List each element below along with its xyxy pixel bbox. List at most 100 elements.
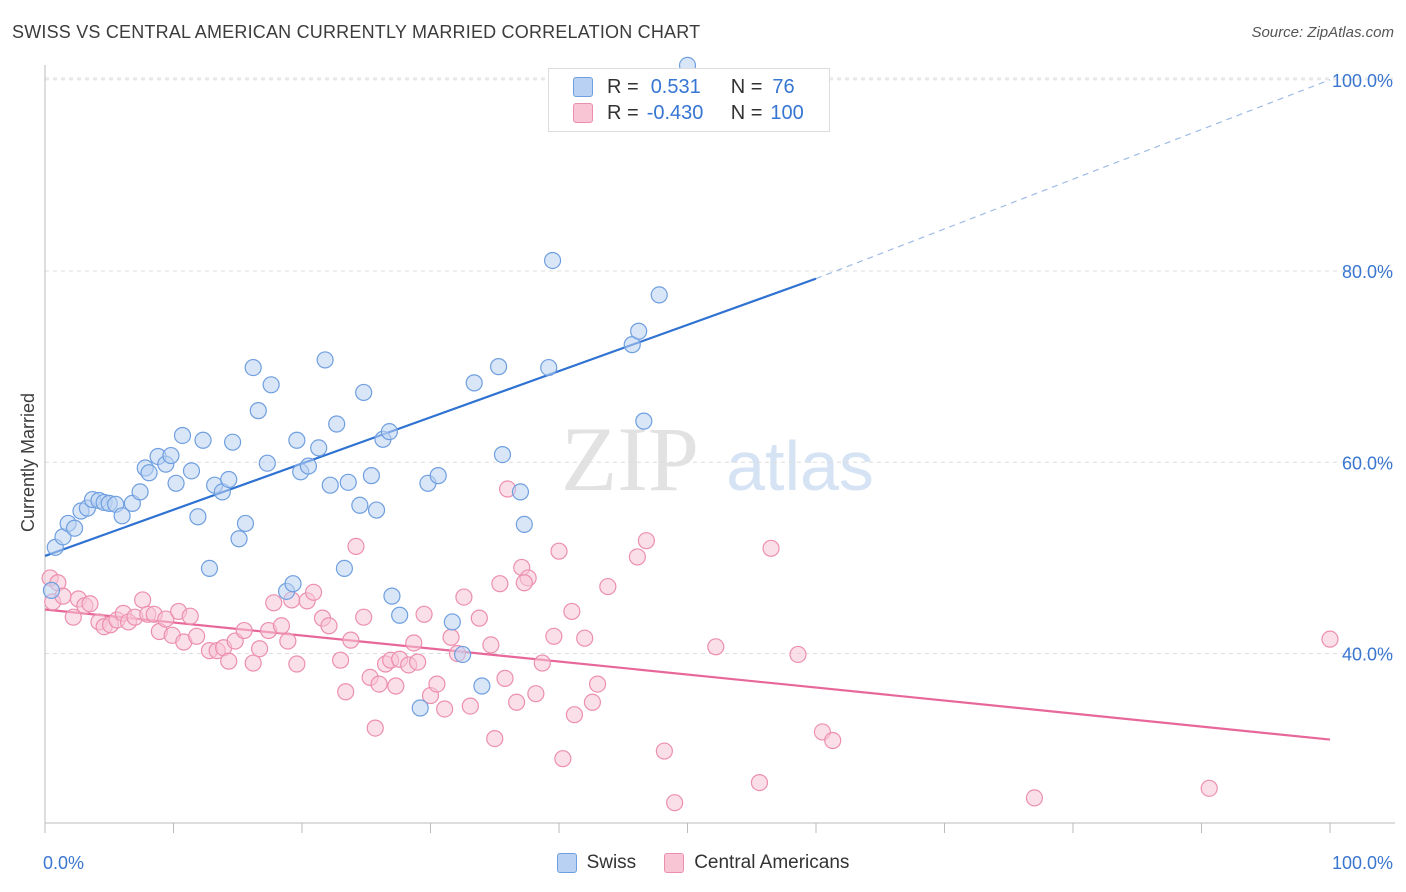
swiss-point bbox=[65, 519, 84, 537]
central-americans-point bbox=[666, 794, 684, 812]
swiss-point bbox=[194, 431, 212, 449]
central-americans-point bbox=[415, 605, 433, 623]
x-tick-label: 100.0% bbox=[1332, 853, 1393, 873]
central-americans-point bbox=[436, 700, 454, 718]
swiss-point bbox=[383, 587, 401, 605]
swiss-point bbox=[42, 581, 61, 599]
ca-legend-swatch bbox=[664, 853, 685, 873]
y-axis-label: Currently Married bbox=[18, 392, 38, 532]
x-tick-label: 0.0% bbox=[43, 853, 84, 873]
swiss-point bbox=[351, 496, 369, 514]
swiss-point bbox=[339, 473, 357, 491]
stats-row-central-americans: R = -0.430 N = 100 bbox=[573, 100, 804, 126]
swiss-point bbox=[131, 483, 149, 501]
y-tick-label: 100.0% bbox=[1332, 71, 1393, 91]
swiss-point bbox=[465, 374, 483, 392]
swiss-point bbox=[362, 467, 380, 485]
central-americans-point bbox=[515, 574, 533, 592]
watermark: ZIP atlas bbox=[561, 408, 874, 510]
central-americans-point bbox=[527, 685, 545, 703]
swiss-point bbox=[182, 462, 201, 480]
central-americans-point bbox=[181, 607, 199, 625]
central-americans-point bbox=[304, 583, 323, 601]
central-americans-point bbox=[442, 628, 460, 646]
swiss-point bbox=[230, 530, 248, 548]
central-americans-point bbox=[244, 654, 262, 672]
swiss-legend-swatch bbox=[556, 853, 577, 873]
central-americans-point bbox=[409, 653, 427, 671]
swiss-point bbox=[355, 383, 373, 402]
central-americans-point bbox=[628, 548, 646, 566]
central-americans-point bbox=[655, 742, 673, 760]
bottom-legend: Swiss Central Americans bbox=[0, 852, 1406, 874]
central-americans-point bbox=[583, 693, 602, 711]
swiss-point bbox=[490, 358, 508, 376]
swiss-point bbox=[630, 322, 648, 340]
swiss-point bbox=[543, 251, 562, 270]
r-label: R = bbox=[607, 75, 639, 98]
y-tick-label: 80.0% bbox=[1342, 262, 1393, 282]
swiss-point bbox=[511, 483, 530, 501]
central-americans-point bbox=[366, 719, 384, 737]
watermark-atlas: atlas bbox=[726, 427, 874, 505]
central-americans-point bbox=[533, 654, 551, 672]
central-americans-point bbox=[235, 621, 253, 640]
legend-label-swiss: Swiss bbox=[586, 852, 637, 873]
central-americans-point bbox=[491, 575, 509, 593]
swiss-point bbox=[328, 415, 346, 433]
swiss-point bbox=[310, 439, 328, 457]
central-americans-swatch bbox=[573, 103, 593, 123]
r-value: -0.430 bbox=[646, 101, 704, 124]
trendlines bbox=[44, 79, 1331, 741]
central-americans-point bbox=[250, 640, 269, 658]
chart-title: SWISS VS CENTRAL AMERICAN CURRENTLY MARR… bbox=[12, 22, 701, 42]
swiss-point bbox=[173, 426, 192, 445]
n-label: N = bbox=[730, 75, 763, 98]
n-label: N = bbox=[730, 101, 763, 124]
swiss-point bbox=[236, 514, 255, 533]
central-americans-point bbox=[405, 634, 423, 652]
central-americans-point bbox=[370, 675, 388, 693]
central-americans-point bbox=[482, 636, 500, 654]
swiss-point bbox=[249, 402, 267, 420]
swiss-point bbox=[454, 645, 472, 664]
central-americans-point bbox=[824, 731, 842, 750]
central-americans-point bbox=[565, 706, 584, 724]
r-label: R = bbox=[607, 101, 639, 124]
central-americans-point bbox=[1025, 789, 1044, 807]
r-value: 0.531 bbox=[650, 75, 701, 98]
n-value: 100 bbox=[770, 101, 804, 124]
central-americans-point bbox=[81, 595, 99, 613]
central-americans-point bbox=[279, 632, 297, 650]
axes bbox=[44, 65, 1395, 833]
swiss-point bbox=[650, 286, 668, 304]
y-tick-label: 40.0% bbox=[1342, 645, 1393, 665]
central-americans-point bbox=[347, 537, 365, 556]
source-label: Source: ZipAtlas.com bbox=[1251, 24, 1394, 41]
swiss-point bbox=[443, 613, 461, 631]
central-americans-point bbox=[545, 627, 563, 645]
swiss-point bbox=[540, 358, 558, 377]
swiss-point bbox=[429, 467, 447, 485]
watermark-zip: ZIP bbox=[561, 408, 699, 510]
stats-row-swiss: R = 0.531 N = 76 bbox=[573, 74, 795, 100]
swiss-point bbox=[335, 559, 354, 577]
central-americans-point bbox=[461, 697, 479, 715]
swiss-point bbox=[367, 501, 386, 519]
swiss-point bbox=[244, 358, 262, 377]
stats-legend: R = 0.531 N = 76 R = -0.430 N = 100 bbox=[548, 68, 830, 132]
central-americans-point bbox=[588, 675, 607, 693]
swiss-point bbox=[316, 351, 334, 369]
central-americans-point bbox=[288, 655, 306, 673]
y-tick-label: 60.0% bbox=[1342, 453, 1393, 473]
swiss-swatch bbox=[573, 77, 593, 97]
swiss-trendline bbox=[44, 277, 817, 557]
central-americans-point bbox=[355, 608, 373, 626]
central-americans-point bbox=[134, 591, 152, 609]
swiss-point bbox=[162, 446, 180, 465]
tick-labels: 40.0% 60.0% 80.0% 100.0% 0.0% 100.0% bbox=[43, 71, 1393, 873]
swiss-point bbox=[635, 412, 653, 430]
swiss-point bbox=[167, 474, 185, 492]
central-americans-point bbox=[707, 638, 725, 656]
swiss-point bbox=[493, 446, 512, 464]
